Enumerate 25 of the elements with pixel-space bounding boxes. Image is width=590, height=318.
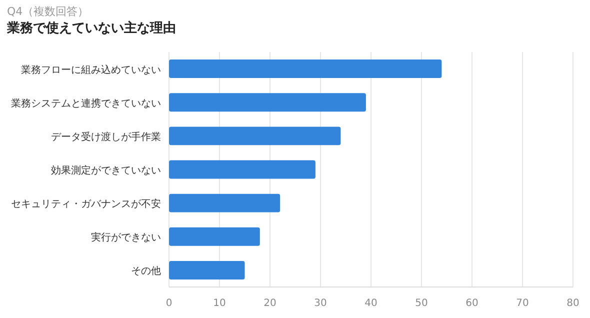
bar	[169, 194, 280, 212]
x-tick-label: 70	[516, 298, 529, 309]
text: Q4（複数回答）	[7, 5, 89, 18]
x-tick-label: 0	[166, 298, 172, 309]
bar	[169, 260, 245, 280]
y-tick-label: 実行ができない	[91, 232, 161, 244]
y-tick-label: 業務フローに組み込めていない	[21, 64, 161, 76]
chart-title: 業務で使えていない主な理由	[6, 20, 176, 36]
y-tick-label: 業務システムと連携できていない	[11, 97, 161, 110]
x-tick-label: 60	[466, 298, 478, 309]
bar	[169, 126, 341, 146]
x-tick-label: 50	[415, 298, 428, 309]
bar	[169, 160, 316, 179]
bar	[169, 227, 260, 246]
y-tick-label: 効果測定ができていない	[51, 164, 161, 176]
x-tick-label: 10	[213, 298, 226, 309]
y-tick-label: セキュリティ・ガバナンスが不安	[11, 198, 161, 210]
x-tick-label: 30	[314, 298, 327, 309]
x-tick-label: 20	[264, 298, 276, 309]
bar	[169, 60, 442, 78]
y-tick-label: データ受け渡しが手作業	[51, 130, 161, 143]
x-tick-label: 40	[364, 298, 378, 309]
x-tick-label: 80	[566, 298, 580, 309]
bar	[169, 93, 366, 112]
y-tick-label: その他	[131, 265, 161, 278]
